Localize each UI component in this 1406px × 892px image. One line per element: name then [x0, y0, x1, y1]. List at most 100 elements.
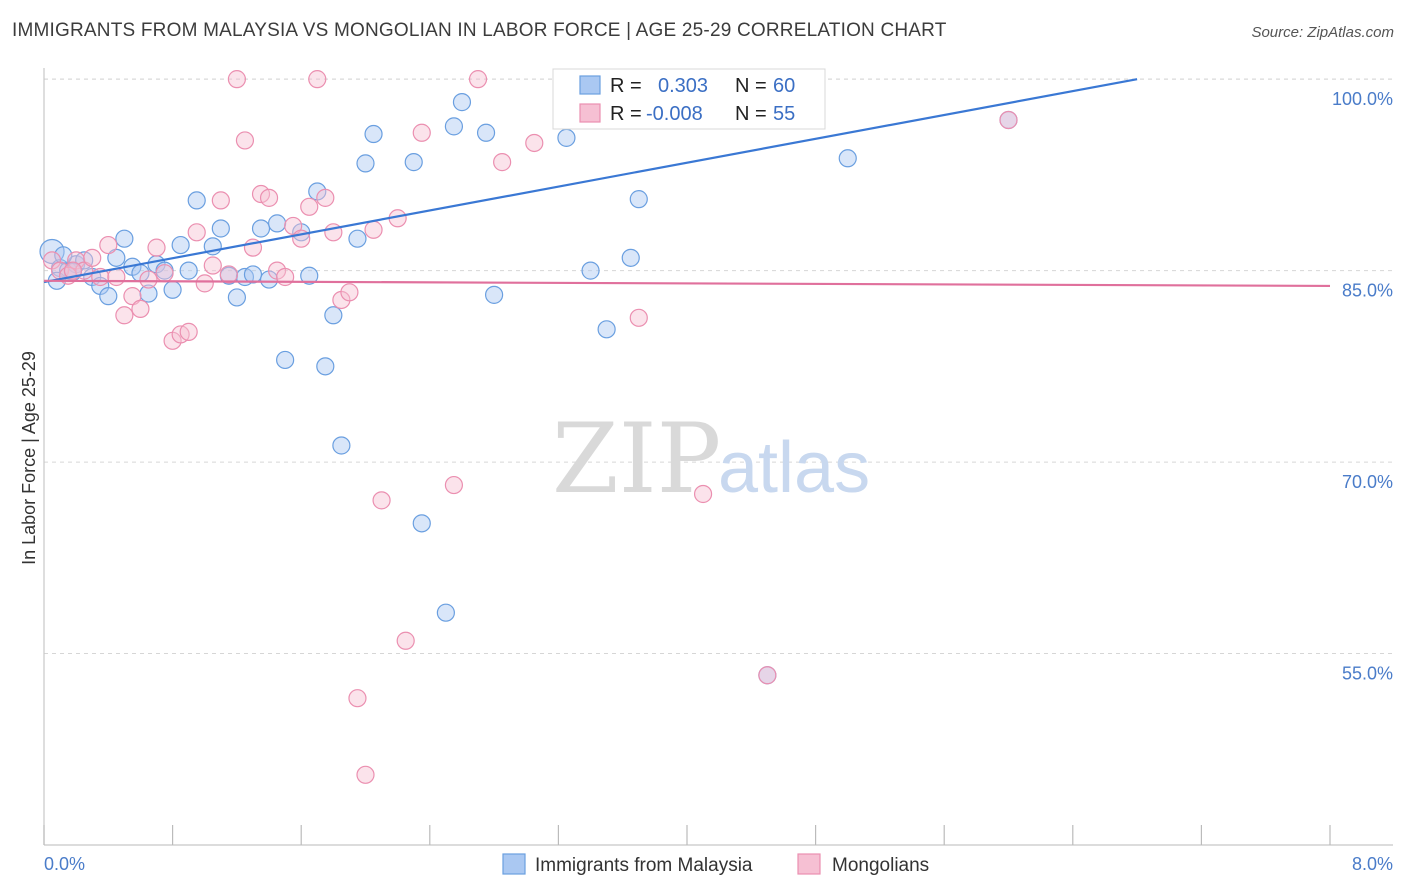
point-malaysia	[300, 266, 319, 285]
point-mongolians	[372, 491, 391, 510]
y-tick-label: 100.0%	[1332, 89, 1393, 109]
point-mongolians	[340, 283, 359, 302]
point-malaysia	[838, 149, 857, 168]
y-tick-labels: 55.0% 70.0% 85.0% 100.0%	[1332, 89, 1393, 683]
point-mongolians	[107, 267, 126, 287]
y-axis-label: In Labor Force | Age 25-29	[19, 351, 39, 565]
stats-legend: R = 0.303 N = 60 R = -0.008 N = 55	[552, 68, 826, 130]
point-malaysia	[412, 514, 431, 533]
y-tick-label: 70.0%	[1342, 472, 1393, 492]
point-malaysia	[581, 261, 600, 280]
point-malaysia	[251, 219, 271, 238]
point-mongolians	[195, 274, 214, 293]
point-mongolians	[412, 123, 431, 142]
stats-legend-n-label-malaysia: N =	[735, 75, 767, 97]
point-mongolians	[999, 110, 1018, 130]
grid-layer	[44, 78, 1393, 655]
legend-swatch-mongolians	[797, 853, 821, 875]
point-malaysia	[348, 229, 367, 248]
point-mongolians	[758, 666, 777, 685]
points-layer	[39, 70, 1018, 784]
y-tick-label: 85.0%	[1342, 281, 1393, 301]
watermark-atlas: atlas	[718, 428, 870, 508]
point-mongolians	[364, 220, 383, 239]
y-tick-label: 55.0%	[1342, 664, 1393, 684]
point-malaysia	[364, 124, 383, 144]
point-malaysia	[452, 93, 472, 112]
point-malaysia	[99, 287, 118, 306]
point-malaysia	[629, 190, 648, 209]
point-malaysia	[436, 603, 455, 622]
point-malaysia	[324, 306, 343, 325]
stats-legend-r-label-mongolians: R =	[610, 103, 642, 125]
point-malaysia	[163, 280, 182, 299]
point-malaysia	[444, 117, 464, 136]
point-mongolians	[276, 267, 295, 287]
point-malaysia	[485, 285, 504, 304]
x-tick-label-max: 8.0%	[1352, 854, 1393, 874]
point-malaysia	[227, 288, 246, 307]
point-malaysia	[211, 219, 230, 238]
source-label: Source: ZipAtlas.com	[1251, 24, 1394, 41]
point-mongolians	[356, 765, 375, 784]
x-tick-label-min: 0.0%	[44, 854, 85, 874]
point-mongolians	[693, 484, 713, 504]
point-mongolians	[139, 270, 158, 289]
point-malaysia	[267, 214, 287, 233]
trendline-malaysia	[43, 78, 1138, 284]
point-mongolians	[235, 131, 255, 150]
point-malaysia	[597, 320, 616, 339]
point-malaysia	[115, 229, 134, 248]
point-malaysia	[243, 265, 263, 284]
point-mongolians	[629, 308, 648, 327]
stats-legend-r-label-malaysia: R =	[610, 75, 642, 97]
point-malaysia	[187, 191, 206, 210]
trendline-mongolians	[43, 279, 1331, 288]
stats-legend-r-value-malaysia: 0.303	[658, 75, 708, 97]
point-mongolians	[316, 188, 335, 207]
point-malaysia	[557, 128, 576, 147]
point-mongolians	[348, 689, 367, 708]
point-malaysia	[621, 248, 640, 267]
point-mongolians	[187, 223, 206, 242]
point-mongolians	[468, 70, 488, 89]
legend-label-malaysia: Immigrants from Malaysia	[535, 855, 753, 876]
trend-layer	[43, 78, 1331, 288]
point-mongolians	[155, 264, 174, 283]
legend-label-mongolians: Mongolians	[832, 855, 929, 876]
point-mongolians	[227, 70, 246, 89]
point-malaysia	[276, 350, 295, 370]
point-malaysia	[179, 261, 198, 280]
point-mongolians	[396, 631, 415, 650]
point-mongolians	[444, 475, 464, 495]
point-mongolians	[308, 70, 327, 89]
point-mongolians	[203, 256, 222, 275]
point-mongolians	[147, 238, 166, 257]
point-malaysia	[476, 123, 496, 142]
point-mongolians	[493, 153, 512, 172]
point-mongolians	[83, 248, 102, 267]
point-malaysia	[356, 154, 375, 173]
point-malaysia	[332, 436, 351, 455]
chart-title: IMMIGRANTS FROM MALAYSIA VS MONGOLIAN IN…	[12, 20, 947, 41]
stats-legend-n-value-mongolians: 55	[773, 103, 795, 125]
stats-legend-r-value-mongolians: -0.008	[646, 103, 703, 125]
point-mongolians	[300, 197, 319, 216]
point-mongolians	[99, 235, 118, 255]
point-mongolians	[259, 188, 279, 207]
point-malaysia	[171, 235, 190, 255]
point-malaysia	[316, 357, 335, 376]
point-mongolians	[179, 322, 198, 341]
stats-legend-swatch-mongolians	[579, 103, 601, 123]
watermark-zip: ZIP	[552, 403, 721, 515]
point-mongolians	[211, 191, 230, 210]
stats-legend-n-label-mongolians: N =	[735, 103, 767, 125]
bottom-legend: Immigrants from Malaysia Mongolians	[502, 853, 929, 876]
point-mongolians	[115, 306, 134, 325]
legend-swatch-malaysia	[502, 853, 526, 875]
axis-layer	[43, 68, 1393, 846]
point-mongolians	[525, 133, 544, 153]
stats-legend-n-value-malaysia: 60	[773, 75, 795, 97]
stats-legend-swatch-malaysia	[579, 75, 601, 95]
